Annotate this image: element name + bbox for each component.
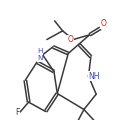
Text: O: O xyxy=(100,19,106,28)
Text: NH: NH xyxy=(88,72,100,81)
Text: F: F xyxy=(16,108,20,117)
Text: H
N: H N xyxy=(37,48,43,61)
Text: O: O xyxy=(67,35,73,44)
